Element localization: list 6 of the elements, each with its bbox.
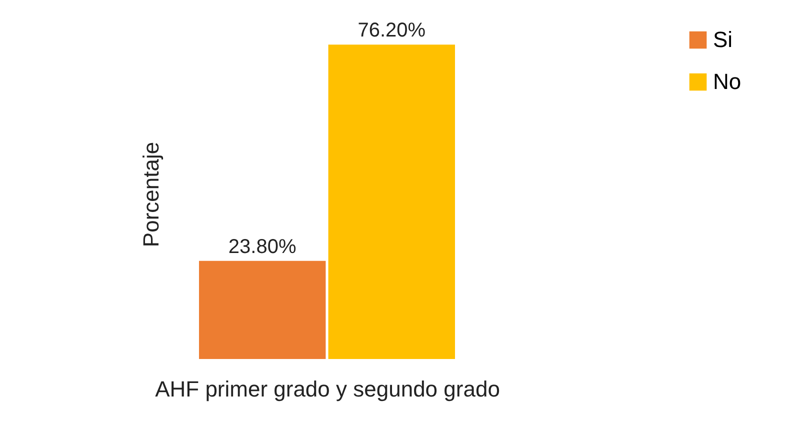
data-label: 23.80% bbox=[228, 236, 296, 258]
data-label: 76.20% bbox=[358, 20, 426, 42]
legend-label: Si bbox=[713, 27, 733, 52]
legend-label: No bbox=[713, 69, 742, 94]
x-axis-title: AHF primer grado y segundo grado bbox=[155, 376, 500, 402]
y-axis-title: Porcentaje bbox=[138, 142, 164, 248]
